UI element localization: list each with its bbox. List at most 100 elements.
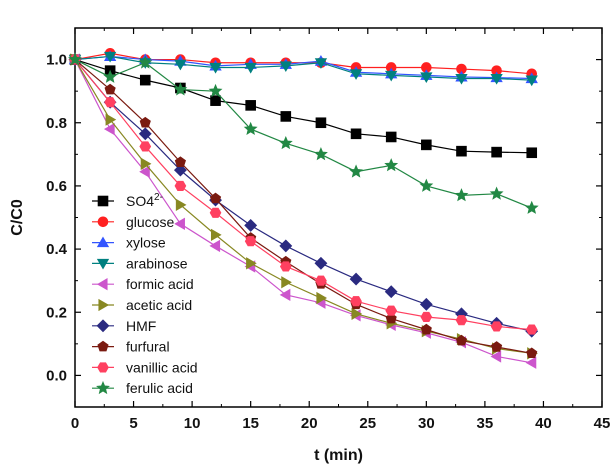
legend-marker-furfural: [97, 340, 109, 352]
data-point-acetic-acid: [281, 276, 292, 289]
data-point-arabinose: [349, 69, 363, 80]
legend-superscript: 2-: [154, 192, 163, 203]
legend-marker-ferulic-acid: [96, 380, 110, 395]
x-tick-label: 0: [71, 415, 79, 432]
data-point-vanillic-acid: [315, 275, 327, 286]
legend-marker-formic-acid: [96, 278, 108, 291]
data-point-ferulic-acid: [314, 147, 328, 161]
data-point-formic-acid: [279, 288, 291, 302]
data-point-arabinose: [420, 72, 433, 84]
data-point-acetic-acid: [316, 291, 328, 305]
data-point-ferulic-acid: [349, 164, 363, 178]
series-line-vanillic-acid: [74, 59, 532, 331]
legend-label-vanillic-acid: vanillic acid: [126, 359, 198, 375]
data-point-arabinose: [455, 73, 468, 85]
y-axis-title: C/C0: [9, 199, 26, 236]
data-point-formic-acid: [209, 239, 221, 253]
y-tick-label: 0.0: [46, 367, 67, 384]
legend-item-acetic-acid: acetic acid: [92, 297, 192, 313]
data-point-so4: [280, 111, 292, 122]
data-point-vanillic-acid: [350, 296, 362, 307]
data-point-ferulic-acid: [173, 82, 188, 96]
data-point-ferulic-acid: [278, 135, 293, 150]
legend-marker-vanillic-acid: [97, 362, 109, 373]
legend-item-formic-acid: formic acid: [92, 276, 194, 292]
legend-item-vanillic-acid: vanillic acid: [92, 359, 198, 375]
data-point-so4: [456, 145, 467, 157]
data-point-so4: [526, 147, 538, 159]
data-point-formic-acid: [104, 122, 115, 136]
y-tick-label: 1.0: [46, 52, 67, 69]
series-line-acetic-acid: [74, 59, 532, 354]
data-point-formic-acid: [525, 356, 537, 369]
data-point-so4: [350, 128, 362, 140]
data-point-furfural: [455, 334, 468, 346]
legend-label-arabinose: arabinose: [126, 255, 188, 271]
data-point-furfural: [139, 116, 151, 128]
data-point-vanillic-acid: [104, 97, 116, 108]
data-point-acetic-acid: [105, 113, 117, 126]
legend-label-formic-acid: formic acid: [126, 276, 194, 292]
legend-label-furfural: furfural: [126, 339, 170, 355]
data-point-hmf: [314, 256, 328, 270]
y-axis: 0.0 0.2 0.4 0.6 0.8 1.0: [46, 27, 602, 408]
data-point-ferulic-acid: [489, 186, 504, 200]
series-layer: [68, 47, 539, 369]
data-point-so4: [491, 146, 502, 158]
legend-label-ferulic-acid: ferulic acid: [126, 380, 193, 396]
data-point-vanillic-acid: [279, 261, 292, 272]
data-point-furfural: [174, 156, 186, 167]
data-point-so4: [245, 100, 256, 111]
data-point-furfural: [491, 341, 503, 352]
data-point-hmf: [138, 127, 152, 141]
y-tick-label: 0.6: [46, 178, 67, 195]
data-point-ferulic-acid: [454, 188, 469, 202]
data-point-acetic-acid: [246, 257, 257, 270]
x-tick-label: 45: [594, 415, 611, 432]
data-point-vanillic-acid: [420, 311, 433, 323]
y-tick-label: 0.8: [46, 115, 67, 132]
series-line-so4: [74, 59, 532, 154]
series-line-hmf: [74, 59, 532, 332]
legend-label-so4: SO42-: [126, 192, 163, 209]
data-point-arabinose: [209, 62, 222, 74]
data-point-hmf: [384, 285, 398, 299]
x-axis-title: t (min): [314, 447, 363, 464]
x-axis: 0 5 10 15 20 25 30 35 40 45: [71, 28, 611, 432]
x-tick-label: 25: [359, 415, 376, 432]
data-point-so4: [315, 117, 327, 129]
legend-item-furfural: furfural: [92, 339, 170, 355]
legend-item-arabinose: arabinose: [92, 255, 188, 271]
legend-marker-hmf: [96, 319, 110, 333]
data-point-acetic-acid: [351, 307, 363, 320]
legend-label-xylose: xylose: [126, 235, 166, 251]
data-point-acetic-acid: [210, 228, 222, 242]
data-point-formic-acid: [139, 165, 150, 178]
legend-label-acetic-acid: acetic acid: [126, 297, 192, 313]
series-line-xylose: [74, 55, 532, 80]
x-tick-label: 15: [242, 415, 259, 432]
data-point-furfural: [526, 347, 538, 359]
data-point-ferulic-acid: [419, 178, 434, 192]
x-tick-label: 30: [418, 415, 435, 432]
data-point-acetic-acid: [140, 157, 152, 170]
legend-marker-arabinose: [96, 258, 110, 270]
data-point-ferulic-acid: [243, 121, 258, 135]
x-tick-label: 35: [477, 415, 494, 432]
data-point-vanillic-acid: [174, 180, 187, 191]
data-point-ferulic-acid: [384, 158, 399, 172]
data-point-arabinose: [244, 62, 257, 74]
series-line-furfural: [74, 59, 532, 354]
data-point-so4: [139, 74, 151, 86]
data-point-ferulic-acid: [68, 52, 82, 66]
data-point-arabinose: [525, 75, 538, 87]
data-point-arabinose: [385, 70, 398, 82]
series-line-arabinose: [74, 55, 532, 81]
data-point-vanillic-acid: [455, 315, 468, 326]
legend-marker-glucose: [97, 216, 109, 228]
data-point-hmf: [349, 272, 363, 286]
data-point-vanillic-acid: [490, 321, 503, 332]
legend-item-ferulic-acid: ferulic acid: [92, 380, 193, 396]
data-point-ferulic-acid: [208, 83, 223, 98]
